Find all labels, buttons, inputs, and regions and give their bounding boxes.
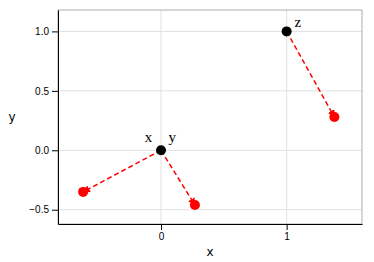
plot: 01−0.50.00.51.0xyz (29, 10, 362, 242)
arrow (161, 150, 195, 205)
grid (58, 10, 362, 224)
point (282, 26, 292, 36)
y-axis: −0.5 0.0 0.5 1.0 (29, 11, 58, 225)
annotations: xy z (145, 14, 302, 145)
tick-mark (52, 210, 58, 211)
grid-line (58, 150, 362, 151)
tick: 0.0 (35, 145, 58, 156)
tick: 0 (159, 224, 165, 242)
grid-line (58, 90, 362, 91)
tick-mark (52, 150, 58, 151)
plot-frame (58, 10, 362, 224)
tick-label: 0.0 (35, 145, 49, 156)
annotation: y (169, 129, 177, 145)
tick-label: 0 (159, 231, 165, 242)
arrow (287, 31, 335, 117)
grid-line (58, 31, 362, 32)
tick: −0.5 (29, 204, 58, 215)
axis-line (59, 224, 363, 225)
tick-label: 0.5 (35, 86, 49, 97)
x-axis: 01 (59, 224, 363, 242)
point (190, 200, 200, 210)
point (156, 145, 166, 155)
annotation: x (145, 129, 153, 145)
y-axis-title: y (8, 110, 15, 124)
tick-label: 1 (284, 231, 290, 242)
point (78, 187, 88, 197)
tick-mark (161, 224, 162, 230)
tick-mark (287, 224, 288, 230)
tick: 0.5 (35, 86, 58, 97)
x-axis-title: x (206, 245, 213, 259)
tick-mark (52, 91, 58, 92)
chart: 01−0.50.00.51.0xyzxy (0, 0, 374, 262)
grid-line (58, 209, 362, 210)
tick-label: 1.0 (35, 26, 49, 37)
tick-mark (52, 31, 58, 32)
point (329, 112, 339, 122)
arrow (83, 150, 161, 192)
tick-label: −0.5 (29, 204, 49, 215)
annotation: z (295, 14, 302, 30)
tick: 1.0 (35, 26, 58, 37)
marks (78, 26, 339, 210)
grid-line (286, 10, 287, 224)
tick: 1 (284, 224, 290, 242)
grid-line (161, 10, 162, 224)
axis-line (58, 11, 59, 225)
